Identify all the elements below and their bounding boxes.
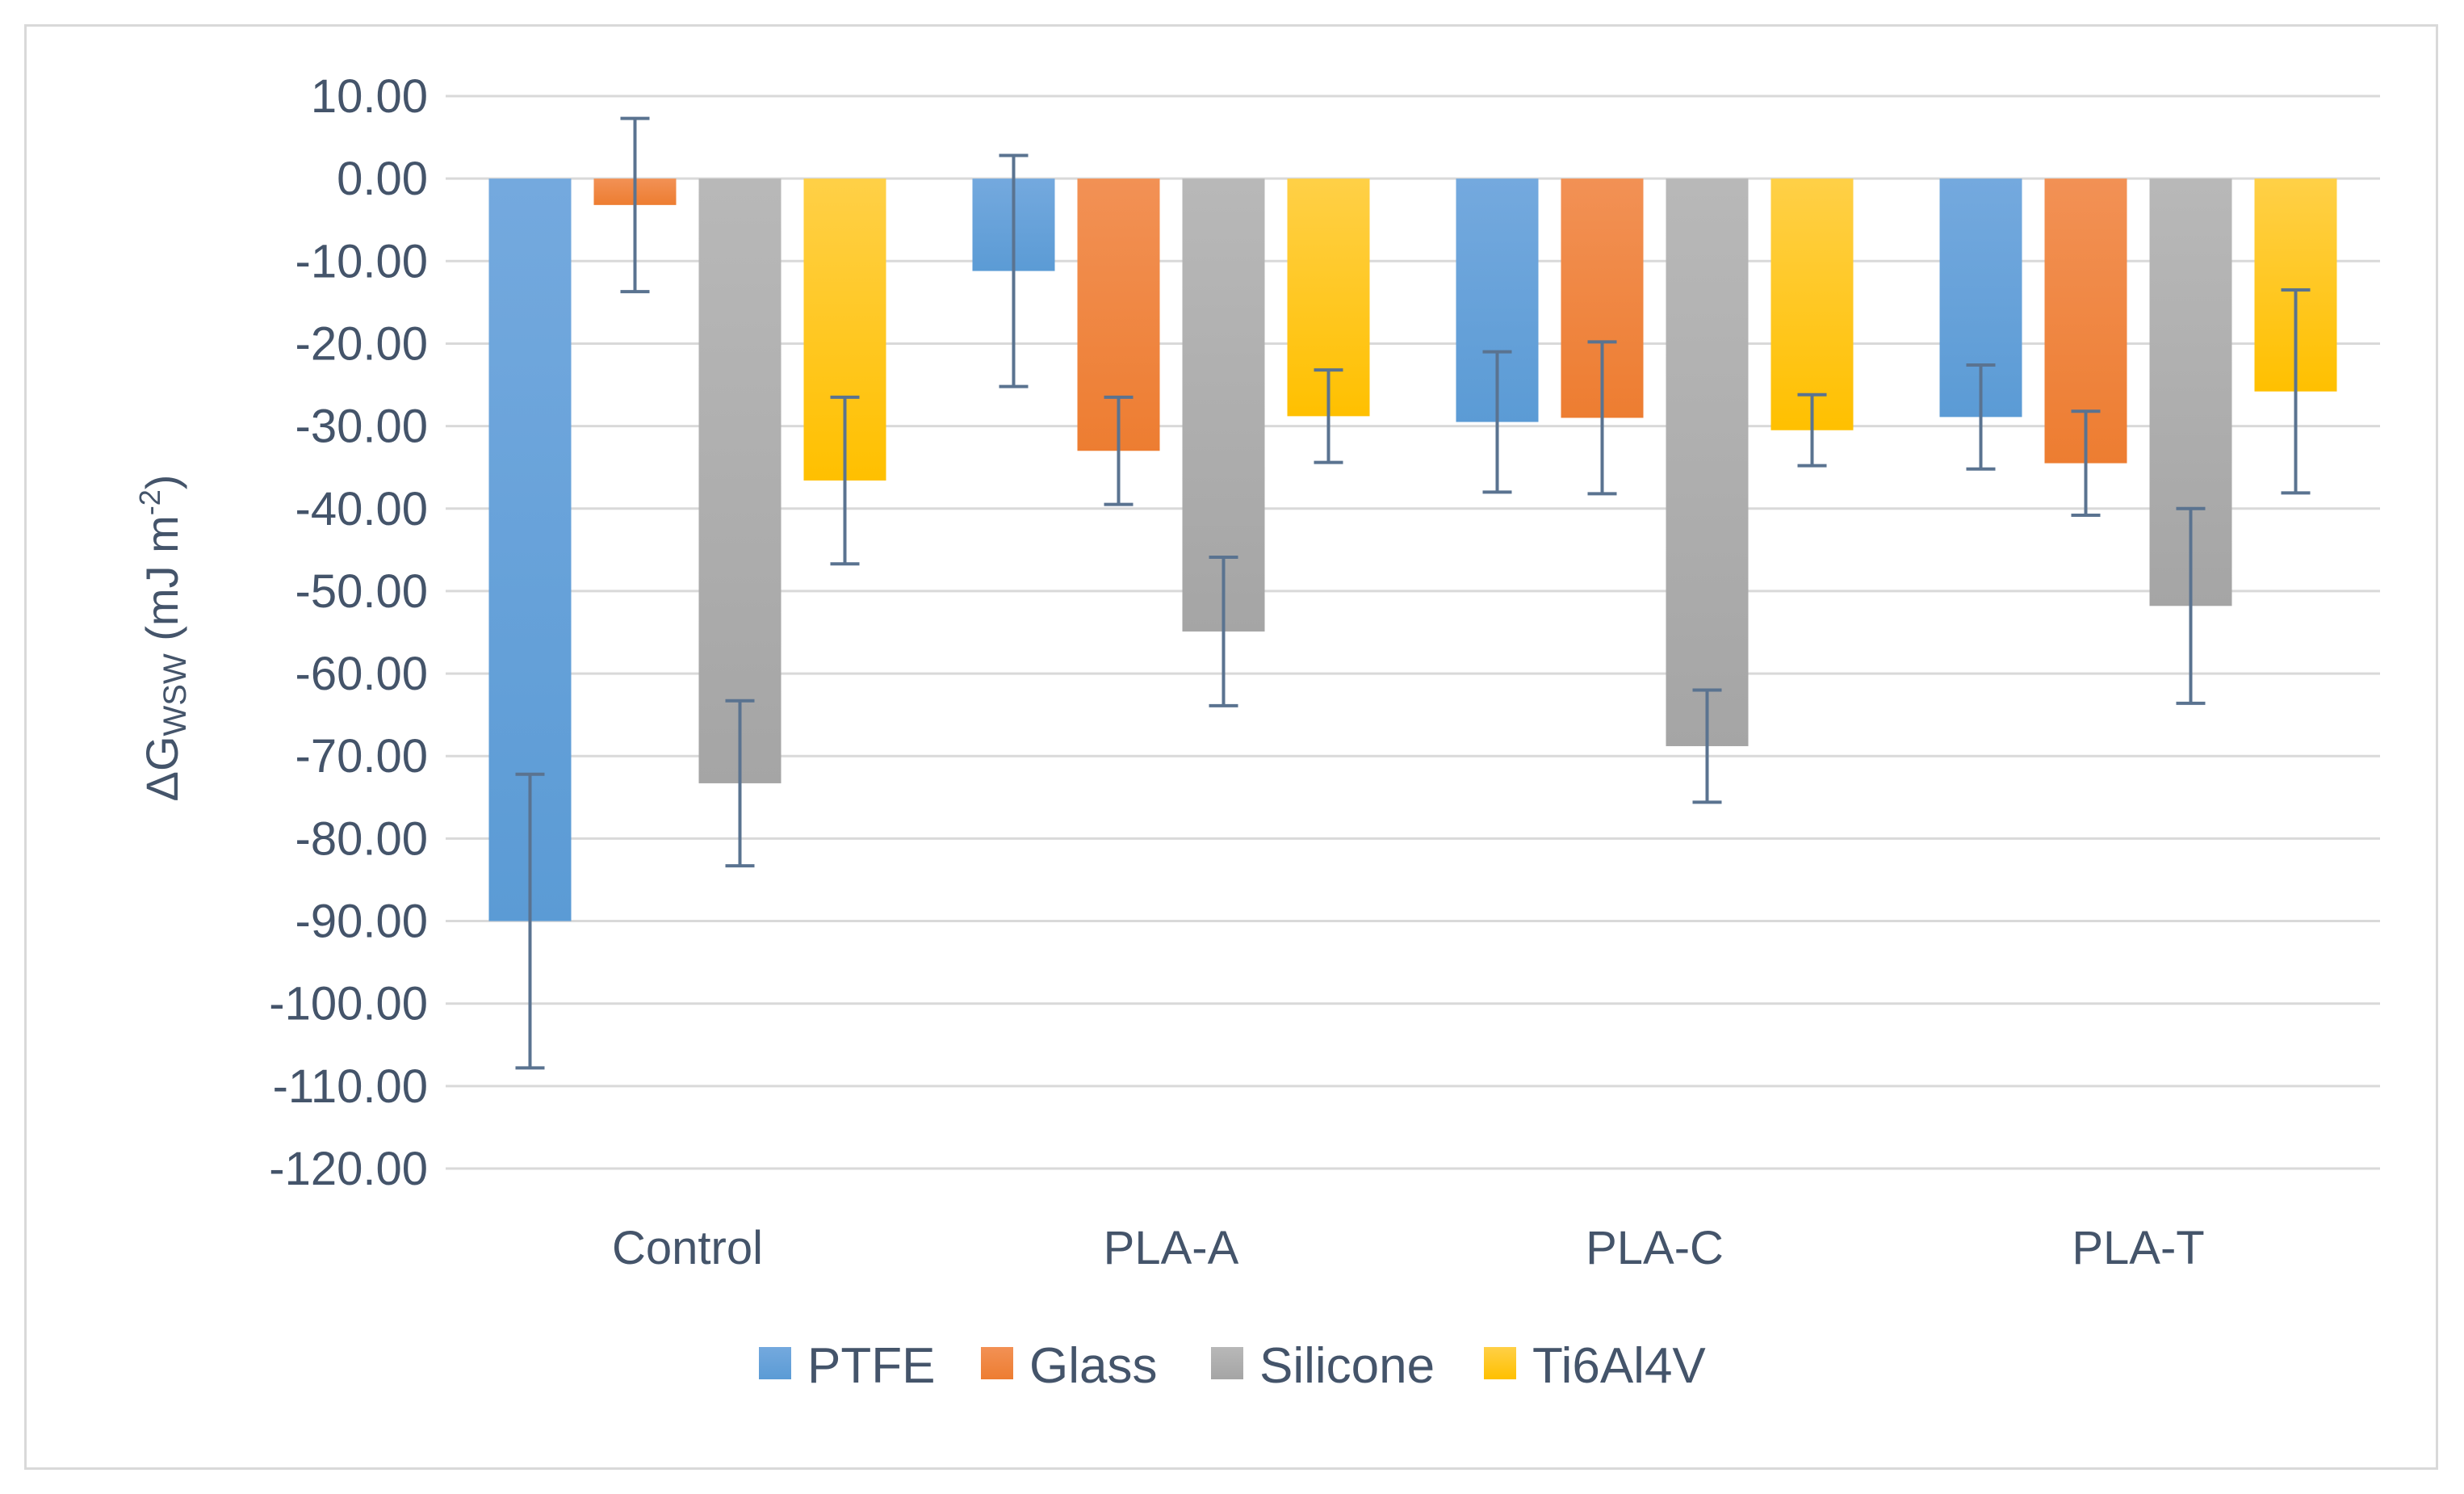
error-bar-silicone-pla-c	[1692, 688, 1722, 804]
error-bar-ptfe-control	[515, 772, 545, 1070]
error-bar-ti6al4v-pla-t	[2281, 288, 2311, 495]
y-tick-label: -90.00	[295, 896, 428, 948]
x-axis-tick-labels: Control PLA-A PLA-C PLA-T	[612, 1222, 2205, 1274]
y-axis-title: ΔGWSW (mJ m-2)	[133, 475, 193, 802]
legend-label: PTFE	[807, 1338, 935, 1394]
y-tick-label: -70.00	[295, 730, 428, 783]
y-axis-tick-labels: 10.00 0.00 -10.00 -20.00 -30.00 -40.00 -50.00 -…	[269, 70, 428, 1195]
y-tick-label: 0.00	[337, 153, 428, 205]
y-tick-label: -10.00	[295, 235, 428, 287]
y-tick-label: -50.00	[295, 565, 428, 618]
legend: PTFE Glass Silicone Ti6Al4V	[759, 1338, 1706, 1394]
error-bar-ptfe-pla-a	[999, 153, 1029, 388]
legend-swatch	[1211, 1347, 1243, 1379]
x-tick-label: PLA-T	[2072, 1222, 2204, 1274]
legend-item-silicone: Silicone	[1211, 1338, 1435, 1394]
error-bar-silicone-pla-t	[2176, 506, 2206, 705]
y-tick-label: -120.00	[269, 1143, 428, 1195]
legend-swatch	[759, 1347, 791, 1379]
legend-item-glass: Glass	[981, 1338, 1157, 1394]
y-tick-label: -110.00	[273, 1060, 428, 1113]
y-tick-label: -100.00	[269, 978, 428, 1030]
y-tick-label: -20.00	[295, 317, 428, 370]
x-tick-label: PLA-A	[1104, 1222, 1239, 1274]
y-tick-label: 10.00	[311, 70, 428, 123]
error-bar-ti6al4v-pla-a	[1314, 368, 1343, 464]
y-tick-label: -40.00	[295, 483, 428, 535]
legend-swatch	[981, 1347, 1013, 1379]
legend-item-ti6al4v: Ti6Al4V	[1484, 1338, 1706, 1394]
legend-label: Silicone	[1259, 1338, 1435, 1394]
y-tick-label: -60.00	[295, 648, 428, 700]
x-tick-label: Control	[612, 1222, 763, 1274]
legend-label: Ti6Al4V	[1532, 1338, 1706, 1394]
y-tick-label: -80.00	[295, 812, 428, 865]
legend-label: Glass	[1029, 1338, 1157, 1394]
legend-item-ptfe: PTFE	[759, 1338, 935, 1394]
error-bar-glass-pla-t	[2071, 409, 2101, 517]
bar-ti6al4v-pla-c	[1770, 178, 1854, 430]
error-bar-glass-control	[620, 116, 650, 294]
error-bar-silicone-control	[725, 699, 755, 868]
error-bars	[515, 116, 2311, 1070]
bar-silicone-pla-c	[1666, 178, 1749, 746]
error-bar-glass-pla-a	[1104, 395, 1134, 506]
x-tick-label: PLA-C	[1586, 1222, 1724, 1274]
error-bar-silicone-pla-a	[1209, 556, 1238, 707]
bar-silicone-control	[698, 178, 782, 783]
error-bar-ptfe-pla-t	[1966, 363, 1996, 471]
bars	[488, 178, 2337, 921]
legend-swatch	[1484, 1347, 1516, 1379]
y-tick-label: -30.00	[295, 401, 428, 453]
error-bar-ti6al4v-control	[830, 395, 860, 566]
error-bar-glass-pla-c	[1587, 340, 1617, 496]
error-bar-ptfe-pla-c	[1482, 350, 1512, 494]
error-bar-ti6al4v-pla-c	[1797, 392, 1827, 468]
